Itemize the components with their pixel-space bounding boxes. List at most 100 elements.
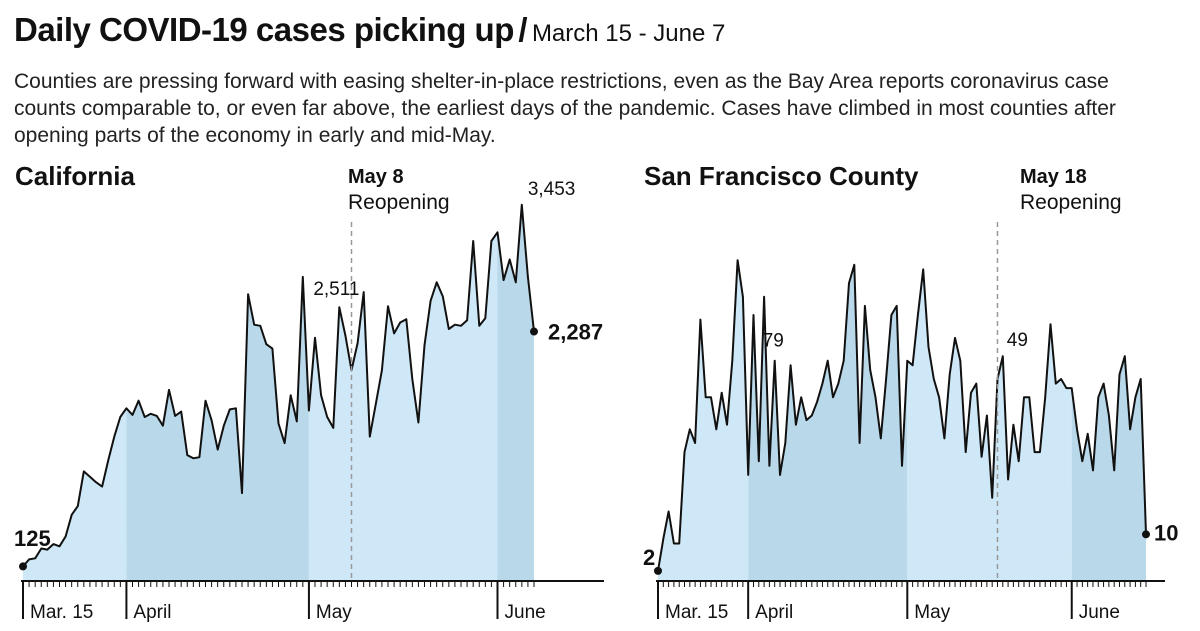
data-point <box>1012 424 1015 426</box>
data-point <box>46 549 48 551</box>
data-point <box>710 396 712 398</box>
data-point <box>521 204 523 206</box>
month-band-3 <box>497 204 534 581</box>
data-point <box>943 437 946 439</box>
data-point <box>790 364 792 366</box>
data-point <box>869 369 871 371</box>
month-tick-label: May <box>316 602 352 623</box>
data-point <box>678 542 680 545</box>
page-subtitle: March 15 - June 7 <box>531 20 726 47</box>
data-point <box>800 396 802 398</box>
data-point <box>411 378 413 380</box>
data-point <box>296 420 298 422</box>
data-point <box>768 465 771 467</box>
start-value-label: 125 <box>14 526 51 551</box>
data-point <box>472 240 474 242</box>
data-point <box>922 268 924 270</box>
data-point <box>198 456 200 458</box>
data-point <box>241 492 243 494</box>
data-point <box>442 295 444 297</box>
data-point <box>131 414 134 416</box>
data-point <box>1007 478 1009 481</box>
data-point <box>223 425 225 427</box>
data-point <box>689 428 691 430</box>
month-tick-label: Mar. 15 <box>30 602 93 623</box>
data-point <box>302 276 304 278</box>
data-point <box>737 259 739 261</box>
data-point <box>896 305 898 307</box>
data-point <box>284 442 286 444</box>
start-dot <box>654 566 662 575</box>
data-point <box>694 442 696 444</box>
data-point <box>726 424 728 426</box>
month-tick-label: Mar. 15 <box>665 602 728 623</box>
data-point <box>277 422 280 425</box>
chart-1 <box>654 222 1165 619</box>
data-point <box>363 291 365 293</box>
data-point <box>986 414 988 417</box>
data-point <box>1034 451 1036 453</box>
data-point <box>65 535 67 538</box>
data-point <box>509 258 511 261</box>
month-band-1 <box>126 276 309 580</box>
data-point <box>253 324 255 326</box>
data-point <box>752 314 755 316</box>
data-point <box>880 437 882 439</box>
data-point <box>1124 355 1126 357</box>
data-point <box>484 317 486 319</box>
description: Counties are pressing forward with easin… <box>14 70 1116 147</box>
data-point <box>816 401 818 403</box>
data-point <box>827 360 829 362</box>
start-value-label: 2 <box>643 545 655 570</box>
chart-0 <box>19 203 604 619</box>
data-point <box>496 231 499 233</box>
data-point <box>747 474 749 476</box>
data-point <box>460 325 462 327</box>
data-point <box>668 510 670 513</box>
data-point <box>1140 378 1142 380</box>
month-band-0 <box>23 408 127 580</box>
data-point <box>927 346 930 348</box>
data-point <box>705 396 707 398</box>
data-point <box>1060 378 1062 380</box>
data-point <box>320 394 322 396</box>
data-point <box>95 481 97 483</box>
data-point <box>375 403 377 405</box>
data-point <box>715 428 717 430</box>
data-point <box>417 421 419 424</box>
data-point <box>515 281 517 283</box>
reopening-label: Reopening <box>1020 191 1122 214</box>
month-band-0 <box>658 260 749 580</box>
data-point <box>503 279 505 281</box>
data-point <box>1002 355 1004 357</box>
chart-title: California <box>15 161 135 191</box>
data-point <box>119 416 121 418</box>
data-point <box>113 436 115 438</box>
reopening-date-label: May 18 <box>1020 166 1087 188</box>
data-point <box>40 547 42 550</box>
data-point <box>811 414 813 417</box>
data-point <box>71 514 73 516</box>
data-point <box>247 293 249 295</box>
data-point <box>779 474 781 476</box>
data-point <box>848 282 850 284</box>
data-point <box>314 337 316 339</box>
data-point <box>970 392 972 394</box>
data-point <box>853 264 855 266</box>
data-point <box>991 497 993 499</box>
data-point <box>784 442 786 444</box>
data-point <box>138 400 140 402</box>
data-point <box>162 425 164 427</box>
end-dot <box>1142 530 1150 539</box>
data-point <box>699 319 702 321</box>
reopening-date-label: May 8 <box>348 166 404 188</box>
data-point <box>901 465 903 467</box>
end-dot <box>530 327 538 336</box>
data-point <box>917 314 919 316</box>
data-point <box>1092 469 1094 471</box>
data-point <box>192 457 194 459</box>
data-point <box>874 396 877 398</box>
data-point <box>344 334 346 337</box>
data-point <box>837 383 839 385</box>
data-point <box>332 427 334 429</box>
